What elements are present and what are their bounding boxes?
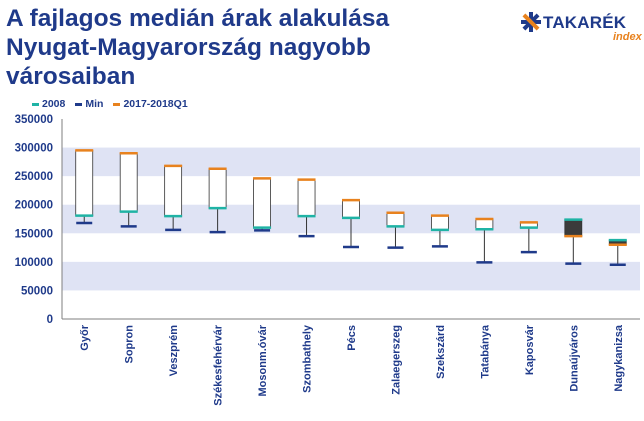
x-category-label: Szekszárd: [435, 325, 447, 379]
x-category-label: Dunaújváros: [568, 325, 580, 392]
y-tick-label: 100000: [15, 257, 53, 269]
y-tick-label: 150000: [15, 228, 53, 240]
chart-marks: [75, 149, 627, 266]
range-box: [75, 150, 94, 216]
range-box: [386, 212, 405, 227]
x-category-label: Veszprém: [168, 325, 180, 377]
range-box: [164, 165, 183, 217]
range-box: [208, 168, 227, 209]
category-group: [297, 178, 316, 238]
x-category-label: Kaposvár: [524, 324, 536, 375]
range-box: [253, 178, 271, 228]
category-group: [608, 238, 627, 266]
y-tick-label: 350000: [15, 114, 53, 126]
legend-swatch-latest: [113, 102, 121, 106]
legend-item-latest: 2017-2018Q1: [113, 98, 188, 110]
x-category-label: Pécs: [346, 325, 358, 351]
category-group: [342, 198, 360, 249]
grid-band: [62, 261, 640, 291]
range-box: [297, 179, 316, 217]
x-category-label: Tatabánya: [479, 324, 491, 378]
legend-item-min: Min: [75, 98, 103, 110]
y-tick-label: 300000: [15, 143, 53, 155]
legend-swatch-2008: [32, 102, 39, 106]
takarek-logo-mark-icon: [521, 12, 541, 32]
y-tick-labels: 0 50000 100000 150000 200000 250000 300000 3500…: [15, 114, 53, 326]
category-group: [119, 152, 138, 228]
legend-label-latest: 2017-2018Q1: [123, 98, 188, 110]
x-category-label: Sopron: [124, 325, 136, 364]
grid-band: [62, 147, 640, 177]
x-category-label: Szombathely: [302, 324, 314, 393]
range-box: [564, 219, 583, 237]
y-tick-label: 0: [47, 314, 53, 326]
chart-title: A fajlagos medián árak alakulása Nyugat-…: [6, 5, 390, 90]
category-group: [75, 149, 94, 225]
category-group: [386, 211, 405, 249]
logo-sub: index: [613, 31, 642, 43]
x-category-label: Székesfehérvár: [213, 324, 225, 405]
chart-legend: 2008 Min 2017-2018Q1: [32, 97, 188, 111]
takarek-logo: TAKARÉK index: [521, 12, 642, 48]
y-tick-label: 250000: [15, 171, 53, 183]
category-group: [564, 218, 583, 265]
legend-label-2008: 2008: [42, 98, 66, 110]
category-group: [519, 221, 538, 254]
x-category-label: Mosonm.óvár: [257, 324, 269, 396]
axes: [61, 119, 640, 320]
legend-item-2008: 2008: [32, 98, 65, 110]
x-category-label: Győr: [79, 324, 91, 350]
legend-label-min: Min: [85, 98, 104, 110]
category-group: [253, 177, 272, 232]
range-box: [475, 218, 494, 230]
grid-bands: [62, 147, 640, 291]
y-tick-label: 50000: [21, 285, 53, 297]
y-tick-label: 200000: [15, 200, 53, 212]
x-category-labels: Győr Sopron Veszprém Székesfehérvár Mosonm.ó…: [79, 324, 625, 406]
category-group: [208, 167, 227, 234]
category-group: [475, 217, 494, 264]
range-box: [119, 152, 138, 212]
range-box: [431, 215, 449, 231]
category-group: [164, 164, 183, 232]
category-group: [430, 214, 449, 248]
range-box: [342, 199, 360, 219]
logo-name: TAKARÉK: [543, 13, 627, 32]
x-category-label: Zalaegerszeg: [390, 325, 402, 395]
legend-swatch-min: [75, 102, 83, 106]
x-category-label: Nagykanizsa: [613, 324, 625, 392]
